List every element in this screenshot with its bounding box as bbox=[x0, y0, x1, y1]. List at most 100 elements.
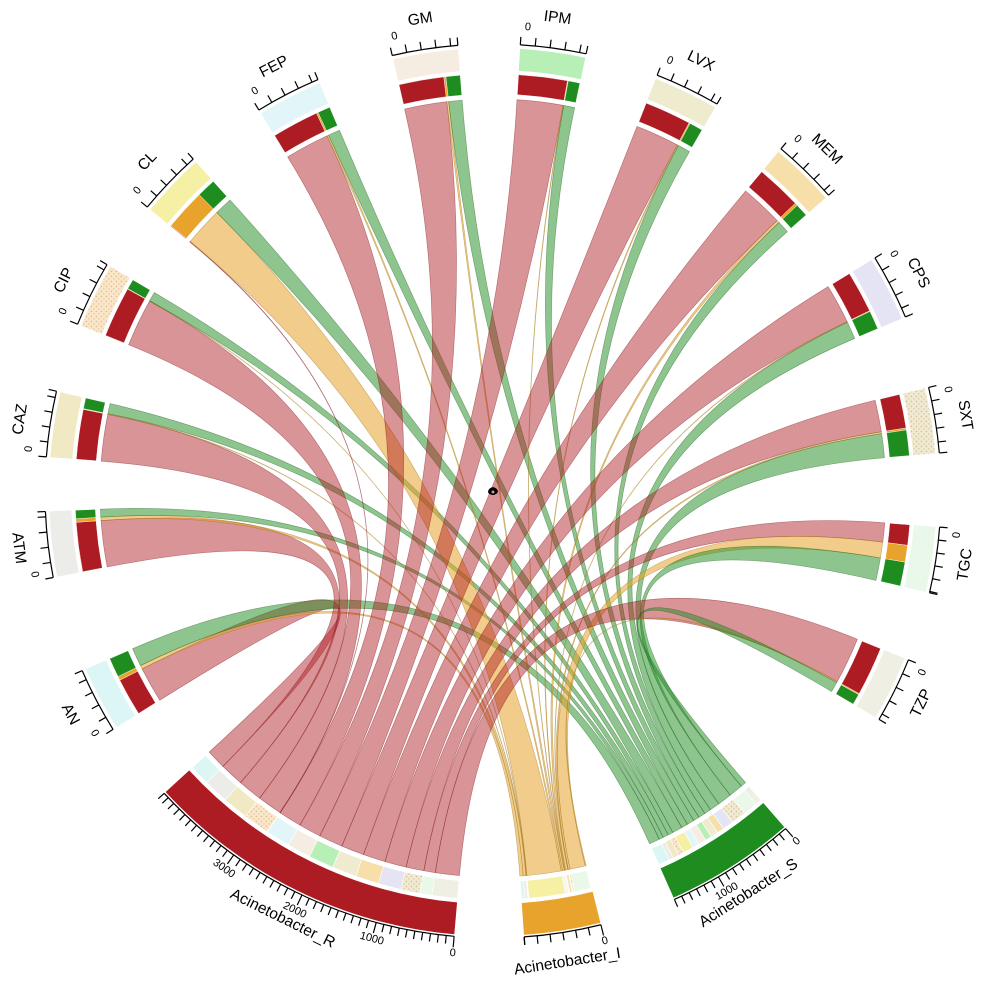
composition-R-CAZ bbox=[224, 785, 257, 817]
axis-Acinetobacter_R-tick bbox=[320, 904, 325, 913]
axis-Acinetobacter_R-tick bbox=[350, 915, 355, 924]
composition-R-CPS bbox=[378, 865, 406, 890]
axis-AN-tick bbox=[98, 716, 107, 722]
composition-R-MEM bbox=[355, 858, 384, 884]
axis-CPS-tick bbox=[905, 313, 913, 318]
axis-Acinetobacter_R-tick bbox=[241, 863, 248, 871]
composition-S-MEM bbox=[707, 813, 724, 834]
axis-CPS-tick-label-0: 0 bbox=[486, 486, 499, 497]
axis-SXT-tick bbox=[928, 384, 937, 389]
axis-Acinetobacter_R-tick bbox=[436, 934, 439, 943]
axis-Acinetobacter_I-tick bbox=[536, 935, 539, 944]
axis-SXT-tick bbox=[934, 412, 943, 416]
axis-LVX-tick bbox=[670, 73, 675, 82]
axis-CPS-tick bbox=[888, 278, 897, 284]
axis-CAZ-tick bbox=[48, 388, 57, 392]
axis-ATM-tick bbox=[42, 561, 51, 565]
class-arc-Acinetobacter_I bbox=[521, 891, 601, 935]
grid-MEM bbox=[764, 151, 826, 213]
stack-IPM-R bbox=[517, 74, 568, 101]
axis-Acinetobacter_R-tick bbox=[342, 912, 347, 921]
zero-label-ATM: 0 bbox=[28, 570, 41, 578]
stack-ATM-S bbox=[75, 509, 97, 519]
grid-IPM bbox=[518, 48, 586, 80]
stack-FEP-S bbox=[317, 106, 338, 131]
axis-Acinetobacter_I-tick bbox=[523, 936, 526, 945]
axis-TGC-tick bbox=[929, 590, 938, 594]
axis-TGC-tick bbox=[934, 565, 943, 568]
axis-Acinetobacter_S-tick bbox=[785, 828, 794, 838]
grid-TGC bbox=[904, 525, 936, 592]
zero-label-TGC: 0 bbox=[951, 531, 964, 538]
axis-Acinetobacter_S-axis-line bbox=[674, 828, 786, 900]
axis-Acinetobacter_R-tick bbox=[226, 854, 235, 865]
zero-label-CPS: 0 bbox=[887, 248, 900, 259]
composition-R-GM bbox=[288, 829, 318, 857]
axis-CIP-tick bbox=[82, 292, 91, 298]
zero-label-FEP: 0 bbox=[249, 85, 260, 98]
axis-Acinetobacter_R-tick bbox=[327, 907, 332, 916]
stack-CAZ-S bbox=[83, 397, 106, 413]
axis-Acinetobacter_R-tick bbox=[381, 924, 385, 933]
axis-CIP-tick bbox=[69, 320, 78, 325]
sector-label-AN: AN bbox=[58, 701, 83, 728]
axis-Acinetobacter_S-tick bbox=[752, 853, 759, 862]
axis-IPM-tick-label-0: 0 bbox=[490, 486, 497, 498]
axis-SXT-tick bbox=[936, 426, 945, 429]
axis-CAZ-tick bbox=[38, 455, 47, 458]
grid-LVX bbox=[647, 78, 715, 127]
axis-CL-tick bbox=[160, 179, 167, 186]
axis-IPM-tick bbox=[585, 45, 589, 54]
axis-CIP-tick bbox=[75, 306, 84, 311]
axis-Acinetobacter_S-tick bbox=[778, 833, 785, 841]
grid-GM bbox=[393, 49, 460, 81]
axis-Acinetobacter_R-tick bbox=[404, 929, 408, 938]
composition-S-AN bbox=[651, 843, 670, 866]
axis-TGC-tick bbox=[939, 526, 948, 529]
axis-Acinetobacter_I-tick-label-0: 0 bbox=[601, 935, 610, 948]
axis-ATM-tick bbox=[38, 531, 47, 534]
axis-Acinetobacter_R-tick bbox=[184, 819, 192, 827]
axis-LVX-tick bbox=[697, 86, 703, 94]
axis-TGC-tick bbox=[936, 552, 945, 555]
axis-Acinetobacter_R-tick bbox=[196, 830, 204, 837]
axis-TZP-tick bbox=[878, 718, 887, 724]
axis-TZP-tick bbox=[895, 686, 904, 692]
axis-IPM-tick bbox=[564, 41, 567, 50]
axis-Acinetobacter_S-tick bbox=[724, 872, 731, 880]
composition-S-CAZ bbox=[665, 838, 680, 859]
axis-SXT-tick bbox=[939, 451, 948, 454]
stack-TGC-S bbox=[880, 558, 906, 587]
ribbons bbox=[100, 99, 886, 877]
grid-FEP bbox=[261, 83, 329, 133]
axis-Acinetobacter_R-tick bbox=[358, 917, 362, 926]
sector-label-LVX: LVX bbox=[684, 47, 717, 75]
axis-MEM-tick bbox=[813, 173, 821, 180]
axis-MEM-tick bbox=[780, 142, 787, 150]
axis-MEM-tick bbox=[791, 152, 799, 160]
stack-SXT-S bbox=[886, 429, 910, 458]
axis-FEP-tick bbox=[254, 102, 260, 111]
axis-MEM-tick bbox=[802, 162, 810, 170]
composition-R-IPM bbox=[309, 839, 341, 868]
stack-TGC-R bbox=[887, 523, 910, 546]
composition-R-AN bbox=[191, 755, 220, 784]
axis-Acinetobacter_R-tick bbox=[372, 922, 377, 934]
axis-Acinetobacter_S-tick bbox=[738, 863, 745, 871]
axis-TGC-tick bbox=[938, 539, 947, 542]
grid-AN bbox=[85, 660, 136, 728]
axis-Acinetobacter_R-tick bbox=[255, 872, 261, 880]
axis-Acinetobacter_I-tick bbox=[575, 930, 578, 939]
axis-Acinetobacter_R-tick bbox=[190, 824, 198, 832]
axis-MEM-axis-line bbox=[780, 148, 829, 196]
axis-AN-axis-line bbox=[81, 670, 114, 730]
axis-FEP-tick bbox=[308, 74, 313, 83]
axis-Acinetobacter_I-tick bbox=[600, 924, 605, 936]
ribbon-TZP-S bbox=[636, 607, 838, 787]
axis-MEM-tick bbox=[823, 184, 831, 191]
stack-AN-S bbox=[109, 650, 137, 677]
grid-TZP bbox=[856, 650, 905, 718]
composition-I-CL bbox=[526, 875, 566, 899]
composition-S-CPS bbox=[712, 807, 733, 830]
